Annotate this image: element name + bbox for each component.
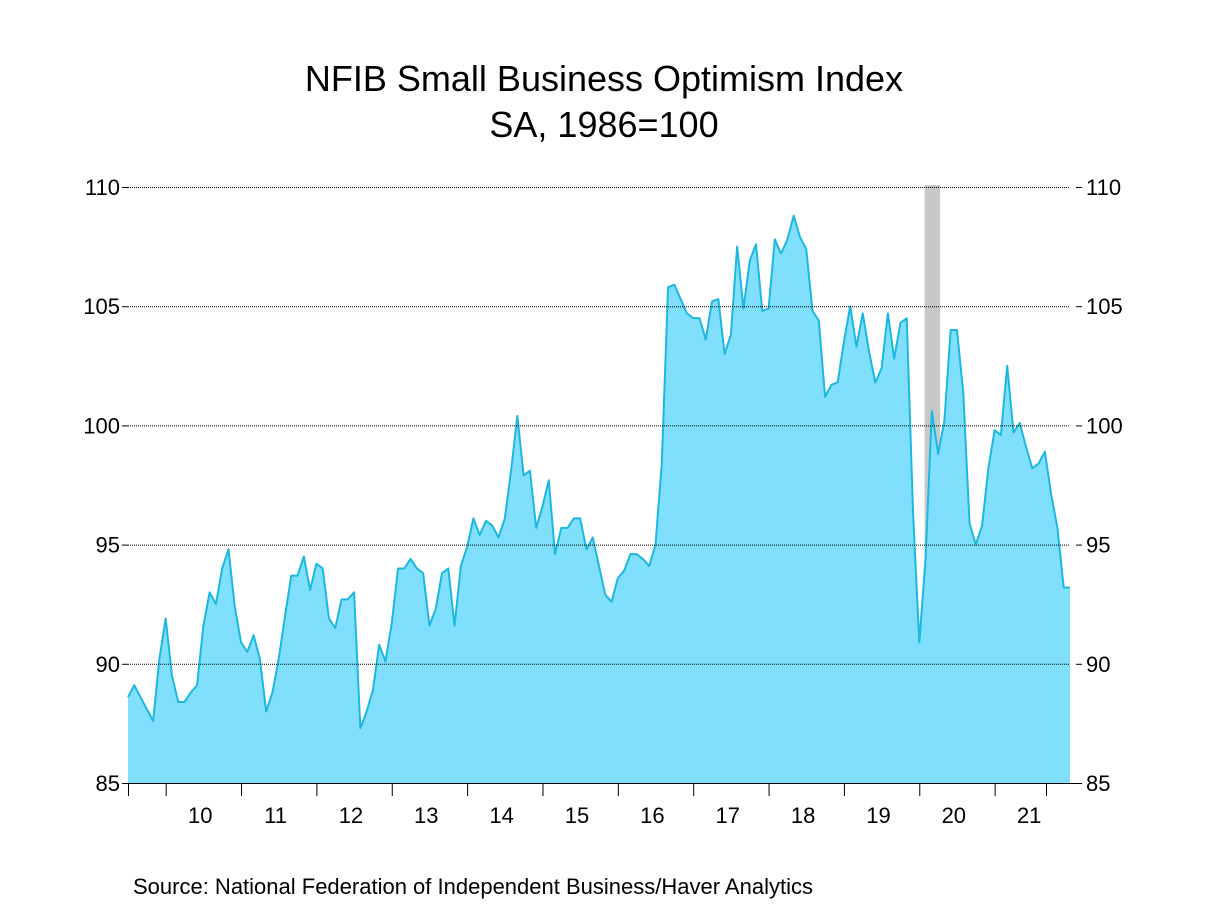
- x-tick-label: 17: [715, 803, 739, 828]
- x-tick-label: 20: [942, 803, 966, 828]
- gridlines-group: [128, 187, 1070, 665]
- y-tick-label-left: 110: [85, 175, 120, 200]
- x-tick-label: 11: [264, 803, 287, 828]
- y-axis-labels: 110 110 105 105 100 100 95 95 90 90 85 85: [83, 175, 1122, 796]
- y-tick-label-right: 105: [1086, 294, 1123, 319]
- x-tick-label: 13: [414, 803, 438, 828]
- chart-title-text: NFIB Small Business Optimism Index: [304, 58, 904, 99]
- area-group: [127, 214, 1070, 784]
- y-tick-label-left: 90: [96, 652, 120, 677]
- y-tick-label-right: 110: [1086, 175, 1121, 200]
- x-tick-label: 16: [640, 803, 664, 828]
- chart-subtitle: SA, 1986=100: [489, 104, 719, 145]
- y-tick-label-right: 95: [1086, 533, 1110, 558]
- y-tick-label-left: 105: [83, 294, 120, 319]
- x-tick-label: 15: [565, 803, 589, 828]
- y-tick-label-left: 95: [96, 533, 120, 558]
- x-tick-label: 12: [339, 803, 363, 828]
- y-tick-label-left: 85: [96, 771, 120, 796]
- y-tick-label-right: 100: [1086, 413, 1123, 438]
- x-tick-label: 19: [866, 803, 890, 828]
- x-tick-label: 21: [1017, 803, 1041, 828]
- axes-group: [122, 187, 1082, 784]
- x-tick-label: 10: [188, 803, 212, 828]
- series-area: [128, 215, 1070, 784]
- y-tick-label-right: 90: [1086, 652, 1110, 677]
- x-tick-label: 18: [791, 803, 815, 828]
- x-tick-label: 14: [489, 803, 513, 828]
- y-tick-label-right: 85: [1086, 771, 1110, 796]
- series-line: [127, 214, 1070, 730]
- y-tick-label-left: 100: [83, 413, 120, 438]
- x-axis-labels: 10 11 12 13 14 15 16 17 18 19 20 21: [128, 783, 1047, 828]
- source-note: Source: National Federation of Independe…: [133, 874, 813, 899]
